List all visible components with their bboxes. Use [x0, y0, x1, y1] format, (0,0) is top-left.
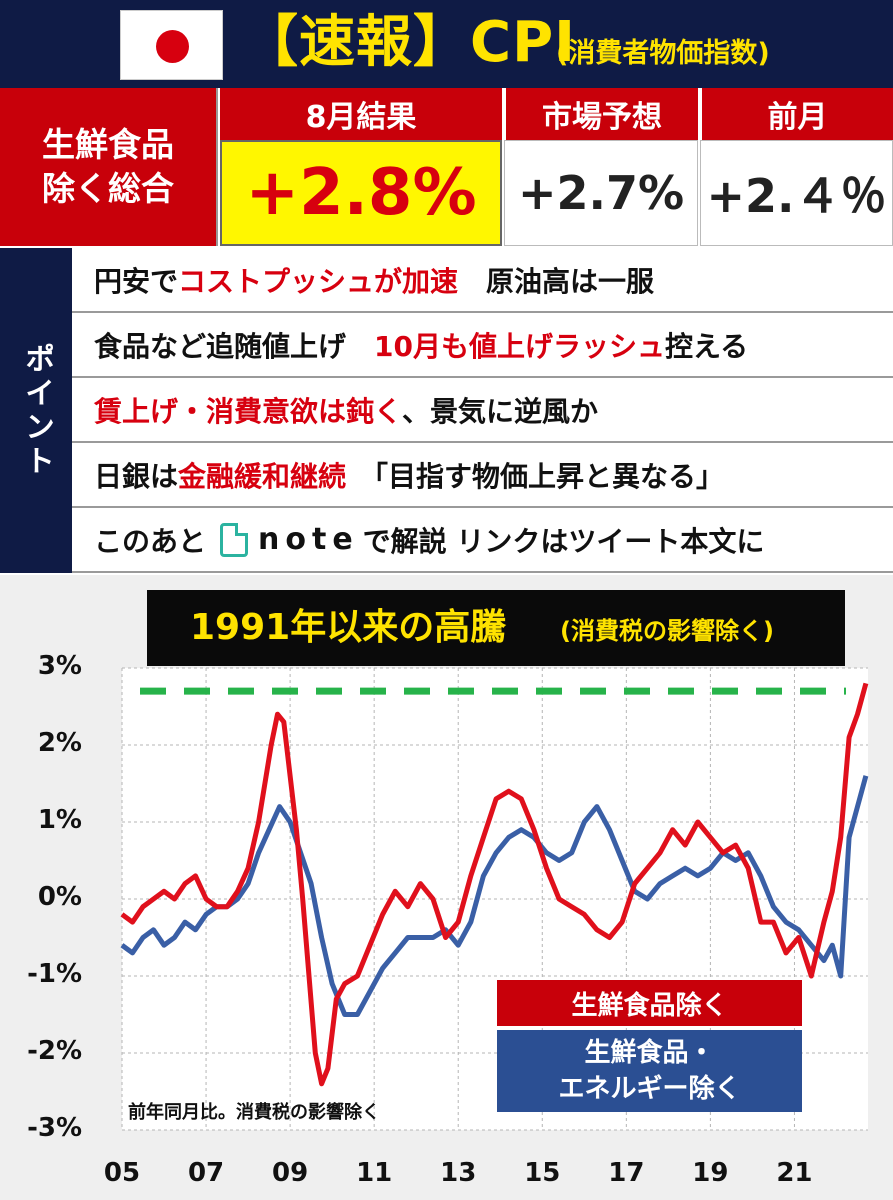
chart-title-box: [147, 590, 845, 666]
flag-sun: [156, 30, 189, 63]
x-tick-label: 07: [187, 1158, 225, 1188]
results-row-label: 生鮮食品 除く総合: [0, 88, 218, 246]
y-tick-label: -1%: [27, 959, 82, 989]
results-head-forecast: 市場予想: [504, 88, 698, 140]
results-table: 生鮮食品 除く総合 8月結果 市場予想 前月 +2.8% +2.7% +2.４％: [0, 88, 893, 246]
point-row-5: このあと note で解説 リンクはツイート本文に: [72, 508, 893, 573]
x-tick-label: 17: [608, 1158, 645, 1188]
point-1-text-c: 原油高は一服: [458, 264, 655, 298]
point-5-text-b: で解説 リンクはツイート本文に: [362, 524, 765, 558]
results-head-actual: 8月結果: [220, 88, 502, 140]
results-value-actual: +2.8%: [220, 140, 502, 246]
point-2-text-a: 食品など追随値上げ: [94, 329, 375, 363]
point-4-text-a: 日銀は: [94, 459, 179, 493]
series-line-blue: [120, 775, 869, 1017]
point-row-3: 賃上げ・消費意欲は鈍く 、景気に逆風か: [72, 378, 893, 443]
point-4-text-c: 「目指す物価上昇と異なる」: [346, 459, 725, 493]
point-row-1: 円安で コストプッシュが加速 原油高は一服: [72, 248, 893, 313]
point-1-text-a: 円安で: [94, 264, 179, 298]
point-row-4: 日銀は 金融緩和継続 「目指す物価上昇と異なる」: [72, 443, 893, 508]
point-2-text-c: 控える: [664, 329, 749, 363]
header-bar: 【速報】CPI (消費者物価指数): [0, 0, 893, 88]
results-row-label-line2: 除く総合: [42, 169, 174, 208]
x-tick-label: 15: [524, 1158, 561, 1188]
y-tick-label: 3%: [37, 651, 82, 681]
y-tick-label: -3%: [27, 1113, 82, 1143]
point-3-text-a: 賃上げ・消費意欲は鈍く: [94, 394, 403, 428]
point-1-text-b: コストプッシュが加速: [178, 264, 459, 298]
x-tick-label: 09: [272, 1158, 309, 1188]
legend-series-blue: 生鮮食品・ エネルギー除く: [497, 1030, 802, 1112]
results-row-label-line1: 生鮮食品: [42, 125, 174, 164]
note-brand: note: [258, 522, 359, 557]
legend-series-red: 生鮮食品除く: [497, 980, 802, 1026]
point-row-2: 食品など追随値上げ 10月も値上げラッシュ 控える: [72, 313, 893, 378]
japan-flag-icon: [120, 10, 223, 80]
chart-title: 1991年以来の高騰: [190, 607, 507, 648]
series-line-red: [120, 682, 869, 1087]
x-tick-label: 11: [356, 1158, 393, 1188]
page-subtitle: (消費者物価指数): [556, 38, 770, 69]
legend-series-blue-line1: 生鮮食品・: [584, 1038, 715, 1068]
y-tick-label: -2%: [27, 1036, 82, 1066]
x-tick-label: 05: [103, 1158, 141, 1188]
point-2-text-b: 10月も値上げラッシュ: [374, 329, 665, 363]
results-value-forecast: +2.7%: [504, 140, 698, 246]
point-5-text-a: このあと: [94, 524, 207, 558]
x-tick-label: 19: [692, 1158, 729, 1188]
results-value-previous: +2.４％: [700, 140, 893, 246]
point-3-text-b: 、景気に逆風か: [402, 394, 599, 428]
y-tick-label: 1%: [37, 805, 82, 835]
points-side-label: ポイント: [0, 248, 72, 573]
chart-subtitle: (消費税の影響除く): [560, 617, 774, 645]
legend-series-blue-line2: エネルギー除く: [558, 1074, 741, 1104]
x-tick-label: 13: [440, 1158, 477, 1188]
y-tick-label: 0%: [37, 882, 82, 912]
points-section: ポイント 円安で コストプッシュが加速 原油高は一服 食品など追随値上げ 10月も…: [0, 248, 893, 573]
chart-footnote: 前年同月比。消費税の影響除く: [128, 1102, 380, 1123]
note-icon: [220, 522, 249, 557]
results-head-previous: 前月: [700, 88, 893, 140]
x-tick-label: 21: [776, 1158, 813, 1188]
y-tick-label: 2%: [37, 728, 82, 758]
point-4-text-b: 金融緩和継続: [178, 459, 347, 493]
page-title: 【速報】CPI: [242, 10, 576, 75]
